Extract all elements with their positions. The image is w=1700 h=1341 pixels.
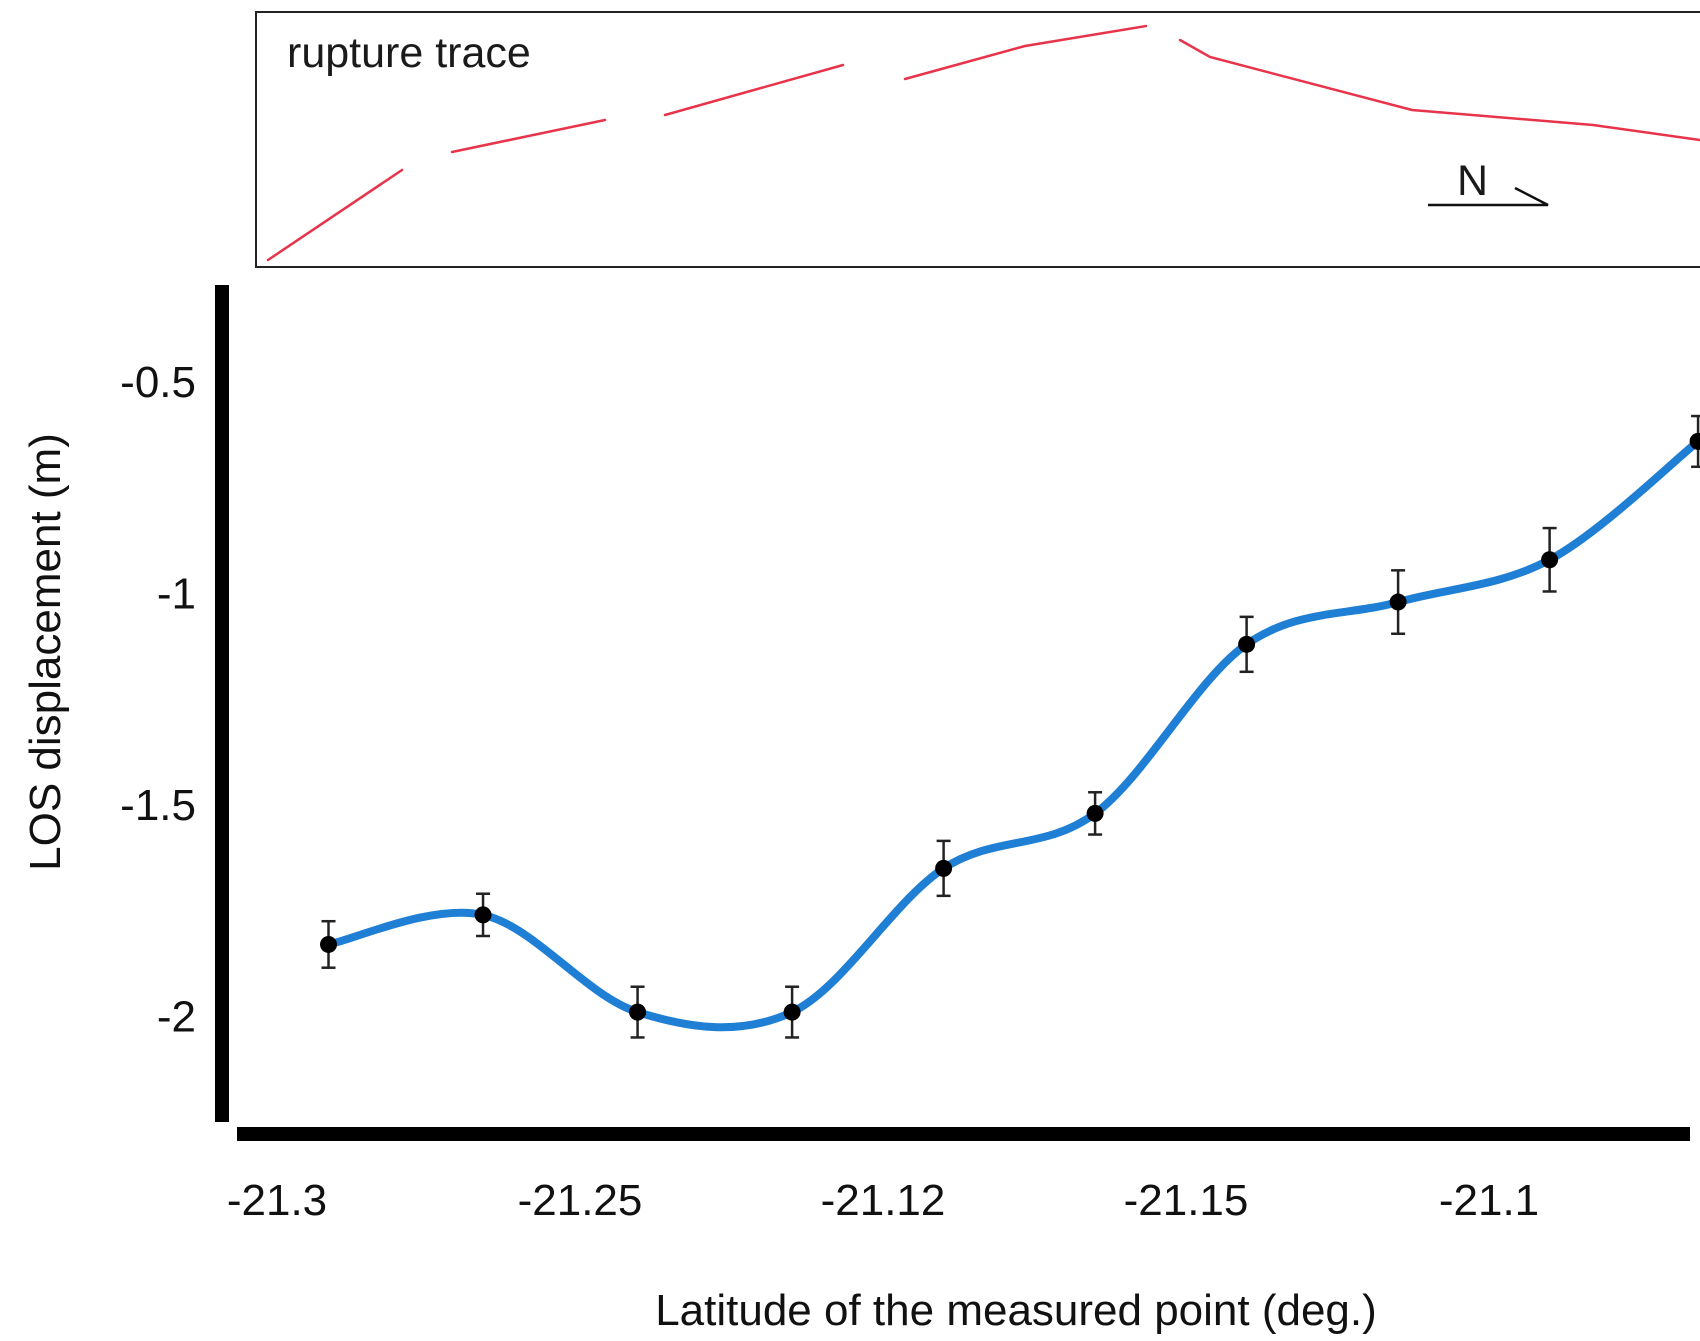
data-point xyxy=(474,906,492,924)
data-point xyxy=(1086,804,1104,822)
inset-frame xyxy=(255,11,1700,268)
inset-label: rupture trace xyxy=(287,29,531,77)
data-point xyxy=(935,859,953,877)
rupture-trace-inset: rupture trace N xyxy=(255,11,1700,268)
data-point xyxy=(1389,593,1407,611)
data-point xyxy=(1689,432,1700,450)
x-tick-label: -21.15 xyxy=(1124,1176,1249,1225)
series-line xyxy=(324,437,1700,1032)
data-point xyxy=(1238,635,1256,653)
y-tick-labels: -0.5 -1 -1.5 -2 xyxy=(120,358,196,1041)
plot-axes xyxy=(215,285,1690,1141)
data-point xyxy=(1541,551,1559,569)
x-tick-label: -21.1 xyxy=(1439,1176,1539,1225)
rupture-trace-segment xyxy=(903,24,1148,81)
y-tick-label: -0.5 xyxy=(120,358,196,407)
x-tick-label: -21.12 xyxy=(821,1176,946,1225)
data-point xyxy=(320,935,338,953)
y-tick-label: -1 xyxy=(157,570,196,619)
data-point xyxy=(783,1003,801,1021)
y-tick-label: -1.5 xyxy=(120,781,196,830)
north-arrow-label: N xyxy=(1457,157,1488,205)
north-arrow: N xyxy=(1428,157,1549,207)
rupture-trace-segment xyxy=(266,168,404,262)
data-point xyxy=(629,1003,647,1021)
x-tick-label: -21.25 xyxy=(518,1176,643,1225)
rupture-trace-segment xyxy=(1178,38,1700,142)
rupture-trace xyxy=(266,24,1700,262)
y-tick-label: -2 xyxy=(157,992,196,1041)
rupture-trace-segment xyxy=(663,63,845,117)
x-axis-title: Latitude of the measured point (deg.) xyxy=(655,1286,1377,1335)
x-tick-label: -21.3 xyxy=(227,1176,327,1225)
rupture-trace-segment xyxy=(450,118,607,154)
north-arrow-icon xyxy=(1428,186,1549,207)
y-axis-title: LOS displacement (m) xyxy=(21,433,70,871)
series-los-displacement xyxy=(320,414,1700,1039)
x-tick-labels: -21.3 -21.25 -21.12 -21.15 -21.1 xyxy=(227,1176,1539,1225)
